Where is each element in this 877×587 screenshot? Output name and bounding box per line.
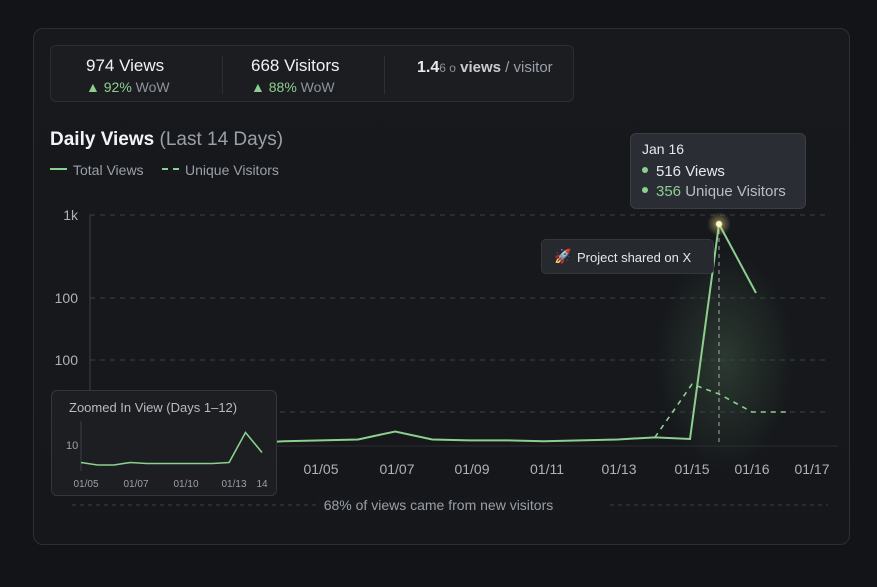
annotation-text: Project shared on X: [577, 250, 692, 265]
x-tick-label: 01/13: [601, 461, 636, 477]
visitors-total: 668 Visitors: [251, 56, 340, 75]
x-tick-label: 01/11: [530, 461, 564, 477]
legend-unique-visitors[interactable]: Unique Visitors: [162, 162, 279, 178]
chart-title: Daily Views (Last 14 Days): [50, 129, 284, 150]
tooltip-views: 516 Views: [642, 163, 725, 180]
stats-divider: [222, 56, 223, 94]
inset-x-tick: 01/10: [173, 479, 198, 490]
x-tick-label: 01/07: [379, 461, 414, 477]
zoomed-inset: Zoomed In View (Days 1–12) 10 01/05 01/07…: [51, 390, 277, 496]
inset-chart: 10 01/05 01/07 01/10 01/13 14: [66, 421, 268, 490]
inset-x-labels: 01/05 01/07 01/10 01/13 14: [73, 479, 268, 490]
visitors-delta: ▲ 88% WoW: [251, 79, 335, 95]
solid-line-swatch: [50, 168, 67, 171]
inset-y-tick: 10: [66, 440, 78, 452]
y-axis-labels: 1k 100 100: [55, 207, 79, 368]
green-dot-icon: [642, 167, 648, 174]
tooltip-visitors: 356 Unique Visitors: [642, 183, 786, 200]
inset-title: Zoomed In View (Days 1–12): [69, 400, 238, 415]
footer-note: 68% of views came from new visitors: [0, 497, 877, 513]
stats-bar: 974 Views ▲ 92% WoW 668 Visitors ▲ 88% W…: [50, 45, 574, 102]
inset-x-tick: 14: [256, 479, 268, 490]
rocket-icon: 🚀: [554, 248, 572, 264]
inset-x-tick: 01/13: [221, 479, 246, 490]
event-annotation[interactable]: 🚀 Project shared on X: [541, 239, 714, 274]
total-views-line: [276, 220, 757, 443]
views-per-visitor: 1.46 o views / visitor: [417, 59, 553, 76]
x-tick-label: 01/16: [734, 461, 769, 477]
x-tick-label: 01/05: [303, 461, 338, 477]
x-axis-labels: 01/05 01/07 01/09 01/11 01/13 01/15 01/16 01/17: [303, 461, 829, 477]
stats-divider: [384, 56, 385, 94]
peak-marker[interactable]: [716, 221, 722, 227]
views-total: 974 Views: [86, 56, 165, 75]
inset-x-tick: 01/05: [73, 479, 98, 490]
views-delta: ▲ 92% WoW: [86, 79, 170, 95]
x-tick-label: 01/17: [794, 461, 829, 477]
legend-total-views[interactable]: Total Views: [50, 162, 144, 178]
x-tick-label: 01/09: [454, 461, 489, 477]
tooltip-date: Jan 16: [642, 141, 685, 157]
green-dot-icon: [642, 187, 648, 194]
inset-total-line: [80, 431, 263, 466]
chart-tooltip: Jan 16 516 Views 356 Unique Visitors: [630, 133, 806, 209]
x-tick-label: 01/15: [674, 461, 709, 477]
dashed-line-swatch: [162, 168, 179, 171]
inset-x-tick: 01/07: [123, 479, 148, 490]
y-tick-label: 100: [55, 290, 79, 306]
y-tick-label: 100: [55, 352, 79, 368]
y-tick-label: 1k: [63, 207, 79, 223]
